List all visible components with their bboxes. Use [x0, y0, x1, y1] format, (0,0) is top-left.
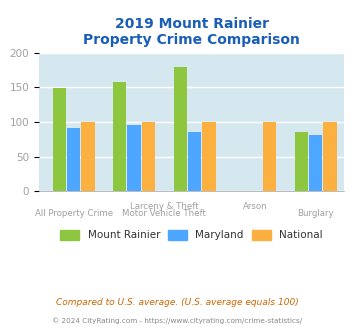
Bar	[295, 132, 308, 191]
Bar	[142, 122, 155, 191]
Text: Arson: Arson	[243, 203, 267, 212]
Bar	[323, 122, 337, 191]
Bar	[202, 122, 215, 191]
Text: Motor Vehicle Theft: Motor Vehicle Theft	[122, 210, 206, 218]
Text: © 2024 CityRating.com - https://www.cityrating.com/crime-statistics/: © 2024 CityRating.com - https://www.city…	[53, 317, 302, 324]
Text: Burglary: Burglary	[297, 210, 334, 218]
Bar	[113, 82, 126, 191]
Text: All Property Crime: All Property Crime	[34, 210, 113, 218]
Bar	[188, 132, 201, 191]
Text: Compared to U.S. average. (U.S. average equals 100): Compared to U.S. average. (U.S. average …	[56, 298, 299, 307]
Bar	[53, 88, 66, 191]
Bar	[263, 122, 276, 191]
Bar	[81, 122, 95, 191]
Bar	[67, 128, 80, 191]
Text: Larceny & Theft: Larceny & Theft	[130, 203, 199, 212]
Bar	[174, 67, 187, 191]
Legend: Mount Rainier, Maryland, National: Mount Rainier, Maryland, National	[56, 226, 327, 245]
Bar	[127, 125, 141, 191]
Title: 2019 Mount Rainier
Property Crime Comparison: 2019 Mount Rainier Property Crime Compar…	[83, 17, 300, 48]
Bar	[309, 135, 322, 191]
